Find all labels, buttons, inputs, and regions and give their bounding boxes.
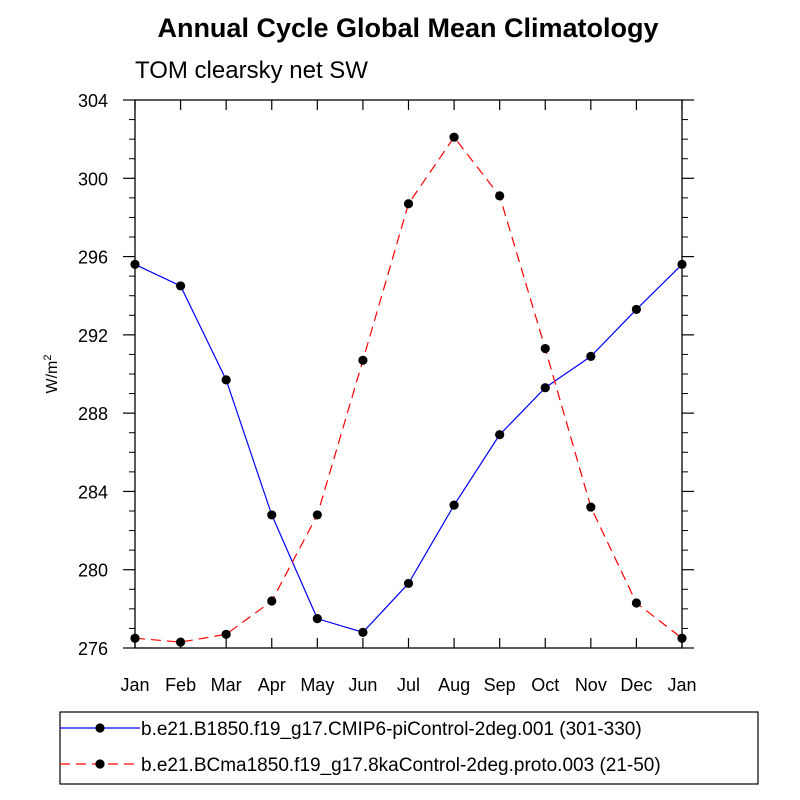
series-layer <box>130 132 687 647</box>
x-tick-label: Jan <box>667 675 696 695</box>
y-tick-label: 280 <box>78 561 108 581</box>
series-line <box>134 263 683 634</box>
legend-item: b.e21.B1850.f19_g17.CMIP6-piControl-2deg… <box>60 719 642 740</box>
legend-label: b.e21.B1850.f19_g17.CMIP6-piControl-2deg… <box>141 719 642 740</box>
x-tick-label: Nov <box>575 675 607 695</box>
data-point <box>449 500 459 510</box>
data-point <box>403 199 414 209</box>
plot-frame <box>134 99 683 649</box>
data-point <box>267 510 277 520</box>
legend-marker <box>95 759 105 769</box>
data-point <box>130 259 140 269</box>
x-tick-label: Aug <box>438 675 470 695</box>
x-tick-label: Jan <box>120 675 149 695</box>
data-point <box>631 304 642 315</box>
x-tick-label: Mar <box>211 675 242 695</box>
y-axis-label: W/m2 <box>42 355 61 394</box>
legend-marker <box>95 723 105 733</box>
data-point <box>449 132 459 142</box>
chart-title: Annual Cycle Global Mean Climatology <box>157 13 658 43</box>
series-1 <box>130 259 687 637</box>
data-point <box>221 375 231 385</box>
data-point <box>221 629 231 639</box>
data-point <box>358 355 368 365</box>
data-point <box>495 191 505 201</box>
data-point <box>403 578 414 589</box>
x-tick-label: May <box>300 675 334 695</box>
y-tick-label: 284 <box>78 482 108 502</box>
x-tick-label: Sep <box>484 675 516 695</box>
y-tick-label: 288 <box>78 404 108 424</box>
x-tick-label: Dec <box>620 675 652 695</box>
y-tick-label: 296 <box>78 248 108 268</box>
legend-items: b.e21.B1850.f19_g17.CMIP6-piControl-2deg… <box>60 719 661 776</box>
y-axis-label-unit: W/m <box>44 361 61 394</box>
axis-ticks <box>123 99 694 649</box>
legend-label: b.e21.BCma1850.f19_g17.8kaControl-2deg.p… <box>141 755 661 776</box>
data-point <box>586 502 596 512</box>
data-point <box>677 259 687 269</box>
y-tick-label: 292 <box>78 326 108 346</box>
data-point <box>677 633 687 643</box>
data-point <box>540 383 550 393</box>
y-tick-label: 304 <box>78 91 108 111</box>
data-point <box>312 614 322 624</box>
data-point <box>175 281 186 291</box>
data-point <box>130 633 140 643</box>
data-point <box>267 596 277 606</box>
data-point <box>175 637 186 647</box>
chart-subtitle: TOM clearsky net SW <box>135 57 368 84</box>
legend-item: b.e21.BCma1850.f19_g17.8kaControl-2deg.p… <box>60 755 661 776</box>
x-tick-label: Oct <box>531 675 559 695</box>
legend <box>59 711 759 785</box>
axis-tick-labels: Jan Feb Mar Apr May Jun Jul Aug Sep Oct Nov Dec Jan 2… <box>78 91 697 695</box>
series-2 <box>130 132 687 647</box>
data-point <box>540 343 550 354</box>
data-point <box>495 430 505 440</box>
y-tick-label: 300 <box>78 169 108 189</box>
data-point <box>358 627 368 637</box>
data-point <box>586 351 596 361</box>
x-tick-label: Jun <box>348 675 377 695</box>
series-line <box>134 136 683 643</box>
y-axis-label-superscript: 2 <box>42 355 54 361</box>
x-tick-label: Feb <box>165 675 196 695</box>
data-point <box>312 510 322 520</box>
data-point <box>631 598 642 608</box>
y-tick-label: 276 <box>78 639 108 659</box>
x-tick-label: Jul <box>397 675 420 695</box>
x-tick-label: Apr <box>258 675 286 695</box>
